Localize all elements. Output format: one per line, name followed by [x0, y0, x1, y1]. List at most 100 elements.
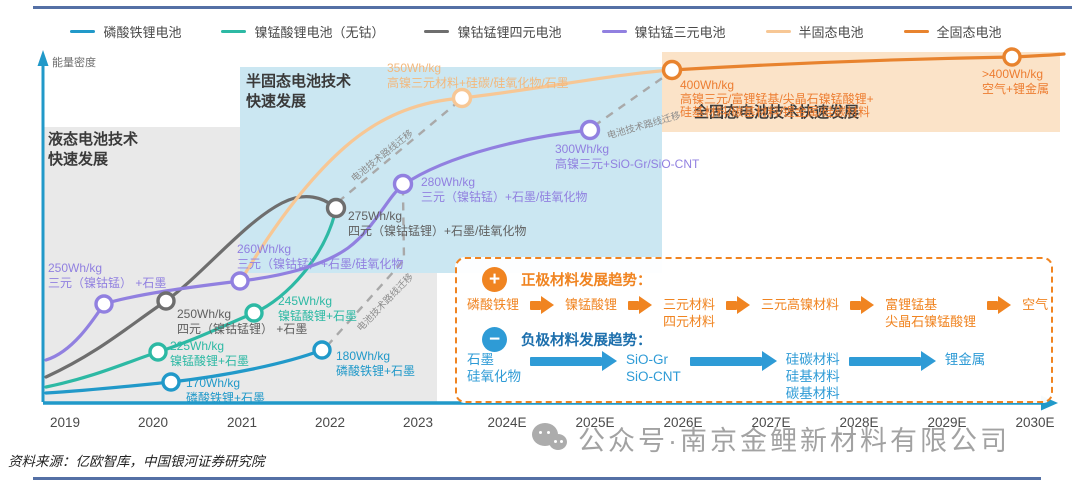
minus-icon: − [482, 327, 507, 352]
top-divider [33, 6, 1072, 9]
x-tick-2026e: 2026E [663, 415, 703, 430]
anode-item-line: SiO-Gr [626, 352, 668, 367]
annotation-value: 350Wh/kg [387, 61, 442, 75]
x-tick-2019: 2019 [49, 415, 81, 430]
x-tick-2028e: 2028E [839, 415, 879, 430]
marker-quad-275 [325, 197, 347, 219]
phase-label-line: 半固态电池技术 [246, 73, 352, 90]
cathode-trend-flow: 磷酸铁锂 镍锰酸锂 三元材料 四元材料 三元高镍材料 富锂锰基 尖晶石镍锰酸锂 … [467, 296, 1048, 330]
legend-item-lnmo: 镍锰酸锂电池（无钴） [221, 22, 384, 41]
annotation-260: 260Wh/kg 三元（镍钴锰）+石墨/硅氧化物 [237, 242, 403, 272]
watermark: 公众号·南京金鲤新材料有限公司 [532, 419, 1010, 458]
cathode-item-line: 富锂锰基 [885, 297, 938, 312]
x-tick-2023: 2023 [402, 415, 434, 430]
anode-trend-header: − 负极材料发展趋势： [482, 327, 652, 352]
source-note: 资料来源：亿欧智库，中国银河证券研究院 [8, 454, 265, 469]
phase-label-line: 快速发展 [48, 151, 109, 168]
arrow-right-icon [530, 351, 617, 371]
arrow-right-icon [628, 296, 653, 314]
legend-item-semisolid: 半固态电池 [765, 22, 864, 41]
annotation-value: 245Wh/kg [278, 294, 333, 308]
annotation-275: 275Wh/kg 四元（镍钴锰锂）+石墨/硅氧化物 [348, 209, 526, 239]
anode-item: SiO-Gr SiO-CNT [626, 351, 681, 385]
annotation-value: 300Wh/kg [555, 142, 610, 156]
annotation-180: 180Wh/kg 磷酸铁锂+石墨 [336, 349, 415, 379]
cathode-item-line: 四元材料 [663, 314, 716, 329]
arrow-right-icon [530, 296, 555, 314]
legend-label: 半固态电池 [798, 25, 864, 40]
annotation-materials: 镍锰酸锂+石墨 [170, 354, 250, 368]
legend-label: 镍锰酸锂电池（无钴） [254, 25, 385, 40]
legend-item-quaternary: 镍钴锰锂四元电池 [424, 22, 562, 41]
migration-line-ternary-to-allsolid [593, 73, 669, 127]
annotation-value: 280Wh/kg [421, 175, 476, 189]
annotation-225: 225Wh/kg 镍锰酸锂+石墨 [170, 339, 249, 369]
marker-ternary-260 [230, 271, 250, 291]
anode-trend-title: 负极材料发展趋势： [521, 333, 652, 349]
anode-item-line: 锂金属 [944, 352, 986, 367]
plus-icon: + [482, 267, 507, 292]
annotation-250-ternary: 250Wh/kg 三元（镍钴锰） +石墨 [48, 261, 166, 291]
cathode-item: 镍锰酸锂 [565, 296, 617, 313]
anode-item-line: 硅碳材料 [785, 352, 840, 367]
material-trend-box: + 正极材料发展趋势： 磷酸铁锂 镍锰酸锂 三元材料 四元材料 三元高镍材料 富… [455, 257, 1053, 403]
annotation-value: >400Wh/kg [982, 67, 1044, 81]
annotation-400: 400Wh/kg 高镍三元/富锂锰基/尖晶石镍锰酸锂+ 硅基材料/碳基材料/锂金… [680, 78, 874, 120]
anode-item: 石墨 硅氧化物 [467, 351, 521, 385]
annotation-value: 250Wh/kg [48, 261, 103, 275]
anode-item-line: 石墨 [467, 352, 494, 367]
cathode-item: 富锂锰基 尖晶石镍锰酸锂 [885, 296, 976, 330]
legend-item-allsolid: 全固态电池 [903, 22, 1002, 41]
marker-quad-250 [156, 291, 176, 311]
legend-swatch-allsolid [903, 29, 929, 34]
x-tick-2020: 2020 [137, 415, 169, 430]
cathode-item-line: 空气 [1022, 297, 1049, 312]
arrow-right-icon [850, 296, 875, 314]
phase-label-allsolid: 全固态电池技术快速发展 [694, 103, 859, 123]
annotation-400plus: >400Wh/kg 空气+锂金属 [982, 67, 1049, 97]
x-tick-2030e: 2030E [1015, 415, 1055, 430]
annotation-materials: 高镍三元/富锂锰基/尖晶石镍锰酸锂+ [680, 91, 874, 106]
marker-semisolid-350 [451, 87, 473, 109]
cathode-item-line: 磷酸铁锂 [467, 297, 520, 312]
anode-item-line: 碳基材料 [785, 386, 840, 401]
phase-label-semisolid: 半固态电池技术 快速发展 [246, 72, 351, 112]
legend-label: 磷酸铁锂电池 [103, 25, 182, 40]
annotation-materials: 三元（镍钴锰） +石墨 [48, 276, 167, 290]
legend-label: 全固态电池 [936, 25, 1002, 40]
cathode-trend-header: + 正极材料发展趋势： [482, 267, 652, 292]
marker-allsolid-400plus [1002, 47, 1022, 67]
migration-line-quad-to-semisolid [337, 101, 459, 203]
phase-label-line: 液态电池技术 [48, 131, 139, 148]
annotation-materials: 空气+锂金属 [982, 82, 1050, 96]
annotation-350: 350Wh/kg 高镍三元材料+硅碳/硅氧化物/石墨 [387, 61, 569, 91]
cathode-item-line: 镍锰酸锂 [565, 297, 618, 312]
arrow-right-icon [987, 296, 1012, 314]
legend-swatch-lnmo [221, 29, 247, 34]
marker-ternary-280 [392, 173, 414, 195]
annotation-value: 250Wh/kg [177, 307, 232, 321]
watermark-text: 公众号·南京金鲤新材料有限公司 [578, 426, 1010, 456]
wechat-icon [532, 422, 568, 455]
annotation-materials: 高镍三元+SiO-Gr/SiO-CNT [555, 157, 700, 171]
anode-item-line: SiO-CNT [626, 369, 681, 384]
cathode-item: 三元高镍材料 [761, 296, 839, 313]
legend-label: 镍钴锰锂四元电池 [457, 25, 562, 40]
phase-label-line: 全固态电池技术快速发展 [694, 104, 860, 121]
annotation-value: 170Wh/kg [186, 376, 241, 390]
x-tick-2029e: 2029E [927, 415, 967, 430]
legend-swatch-semisolid [765, 29, 791, 34]
annotation-materials: 四元（镍钴锰锂） +石墨 [177, 322, 308, 336]
annotation-value: 180Wh/kg [336, 349, 391, 363]
x-tick-2025e: 2025E [575, 415, 615, 430]
curve-lnmo [44, 211, 337, 389]
anode-item-line: 硅氧化物 [467, 369, 521, 384]
annotation-170: 170Wh/kg 磷酸铁锂+石墨 [186, 376, 265, 406]
curve-allsolid [670, 52, 1066, 72]
cathode-item-line: 尖晶石镍锰酸锂 [885, 314, 977, 329]
marker-lfp-180 [312, 340, 332, 360]
y-axis-arrow-icon [37, 50, 49, 66]
phase-label-liquid: 液态电池技术 快速发展 [48, 130, 138, 170]
cathode-item: 三元材料 四元材料 [663, 296, 715, 330]
